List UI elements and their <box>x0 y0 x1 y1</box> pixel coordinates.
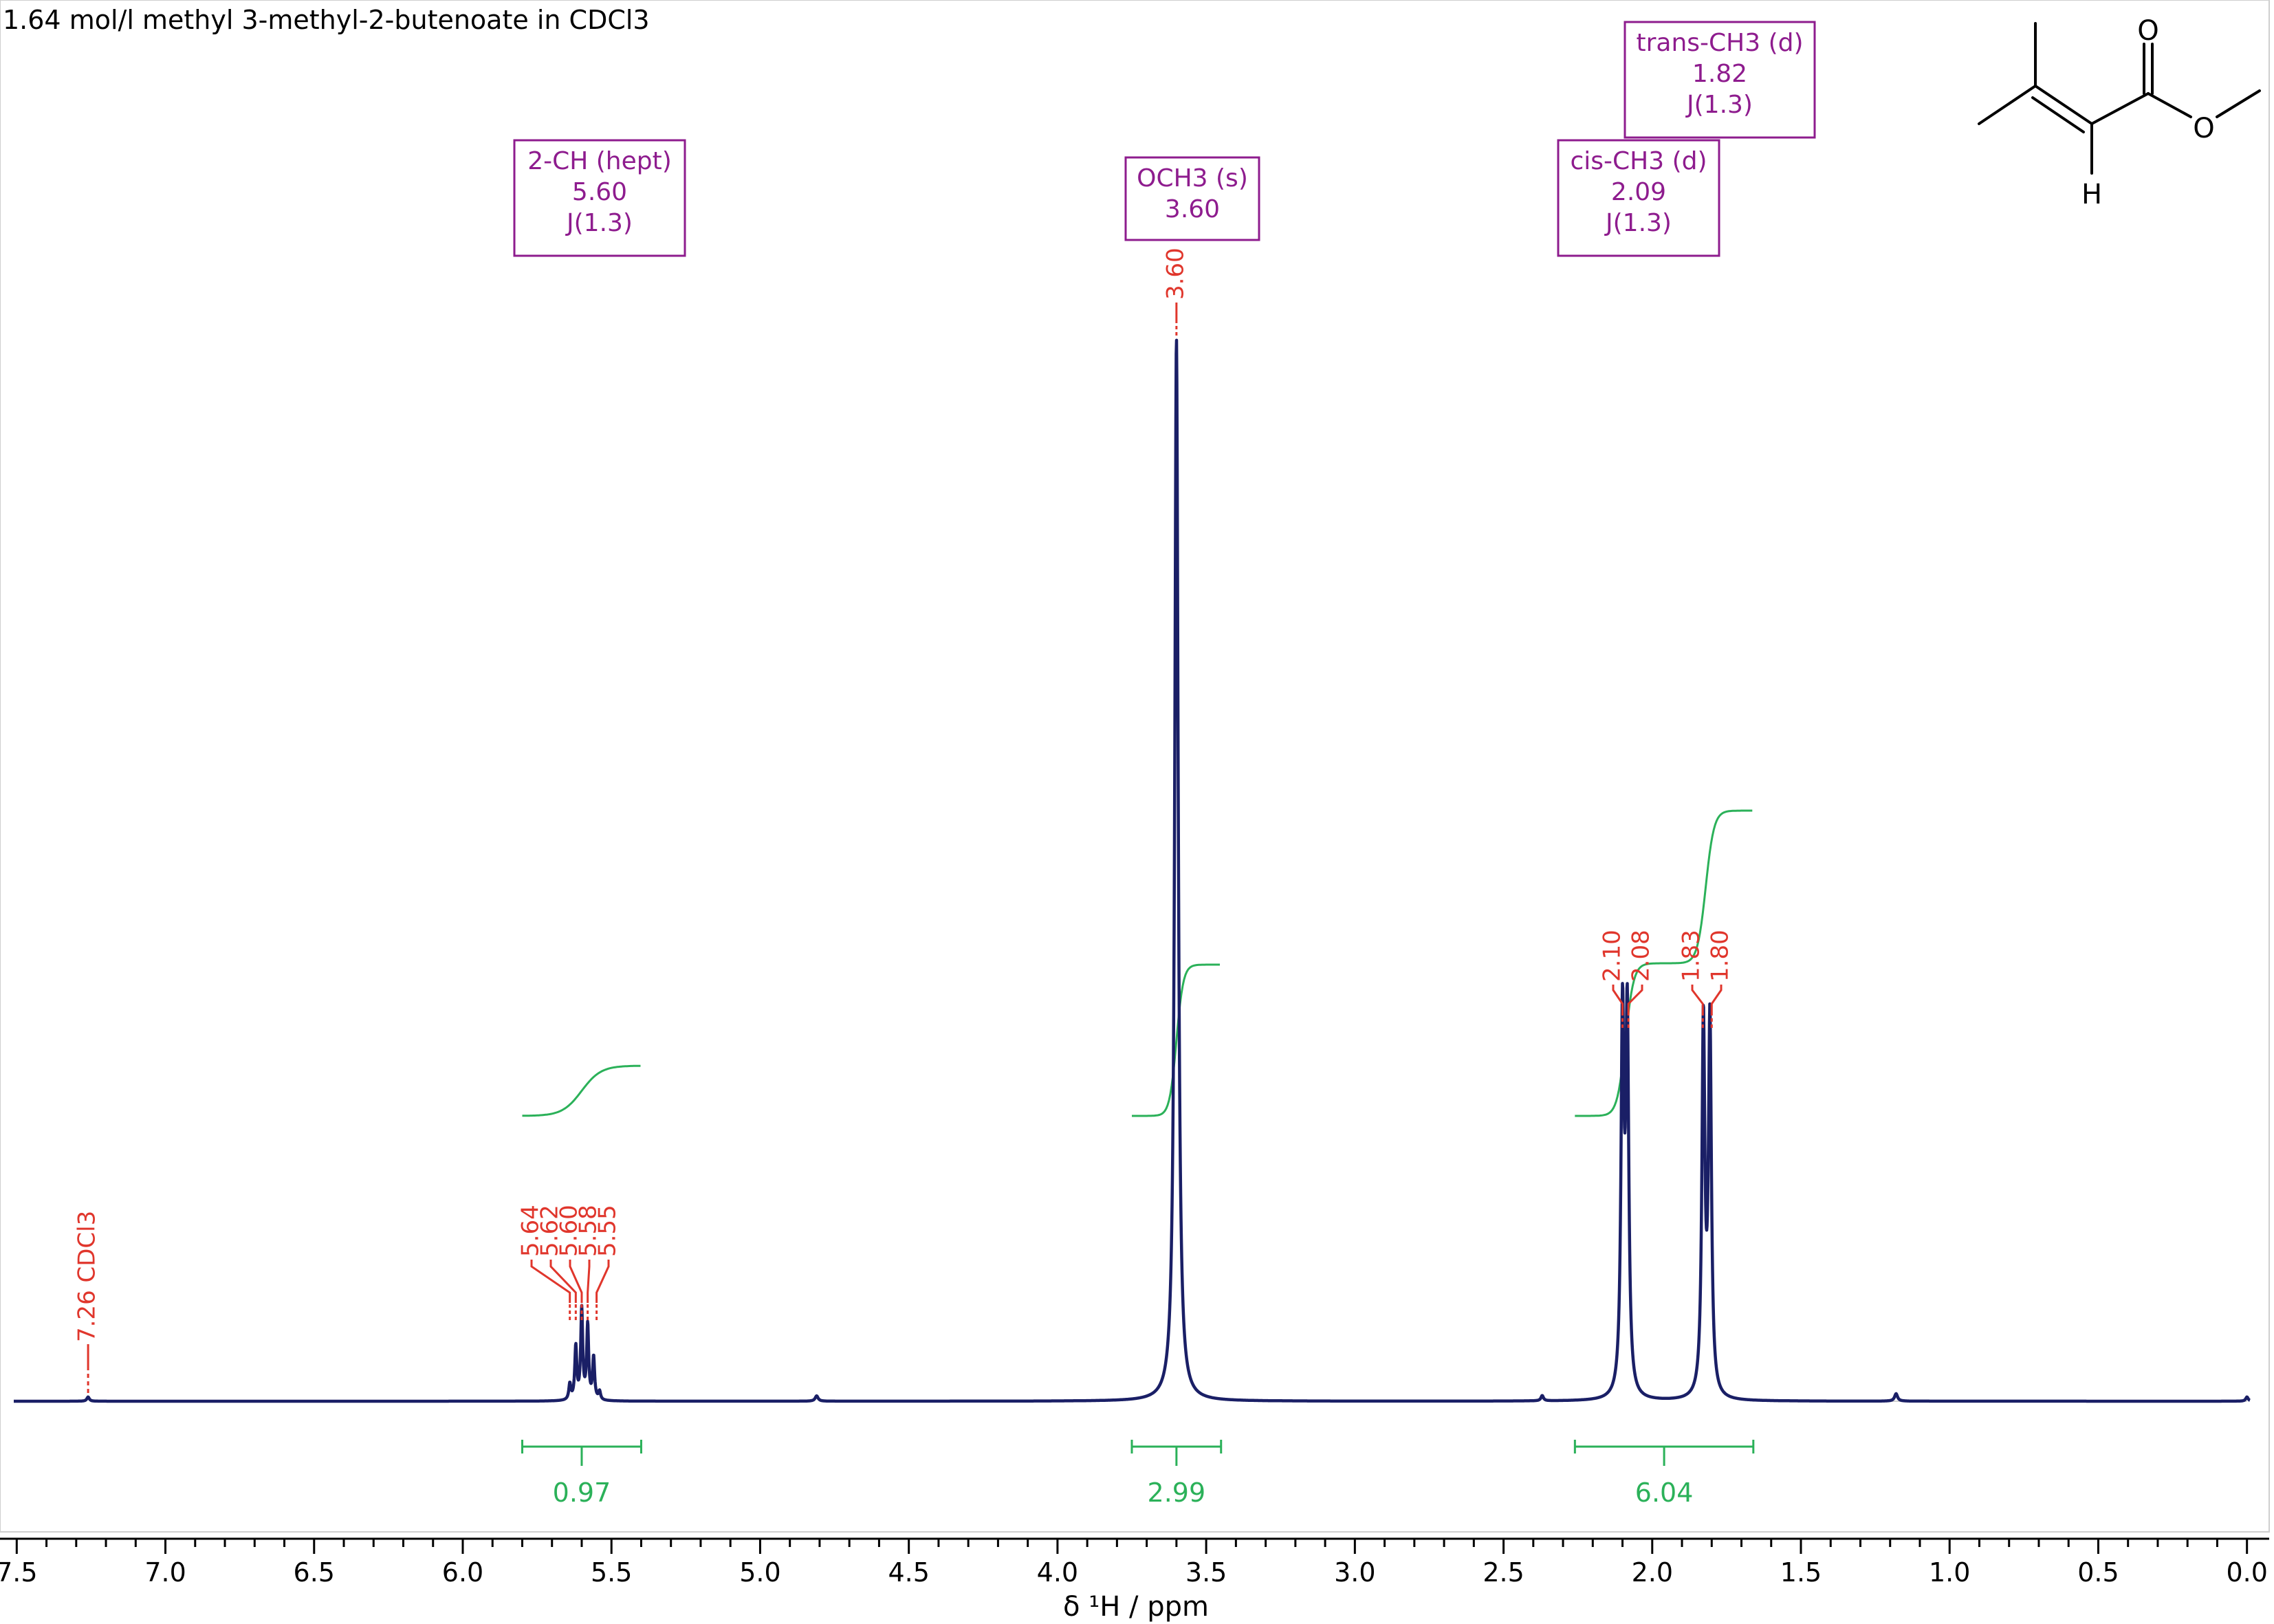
x-tick-label: 1.0 <box>1929 1557 1970 1588</box>
peak-marker <box>587 1260 591 1303</box>
annotation-text: OCH3 (s) <box>1137 164 1248 193</box>
peak-marker <box>569 1260 583 1303</box>
x-tick-label: 0.5 <box>2077 1557 2119 1588</box>
integral-value: 0.97 <box>553 1478 611 1508</box>
molecule-structure <box>1978 22 2261 175</box>
x-axis: 7.5 7.0 6.5 6.0 5.5 5.0 4.5 4.0 3.5 3.0 2.5 2.0 1.5 1… <box>0 1537 2269 1588</box>
integral-brackets: 0.97 2.99 6.04 <box>521 1440 1755 1508</box>
x-tick-label: 4.0 <box>1037 1557 1078 1588</box>
annotation-text: J(1.3) <box>565 209 633 237</box>
x-tick-label: 6.0 <box>442 1557 483 1588</box>
peak-label-3-60: 3.60 <box>1161 248 1189 300</box>
x-tick-label: 1.5 <box>1780 1557 1822 1588</box>
x-tick-label: 5.0 <box>739 1557 780 1588</box>
peak-annotations: 2-CH (hept) 5.60 J(1.3) OCH3 (s)3.60 cis-CH3… <box>513 21 1816 257</box>
bond <box>2090 92 2150 125</box>
integral-value: 2.99 <box>1148 1478 1206 1508</box>
peak-marker <box>1691 985 1704 1014</box>
annotation-text: cis-CH3 (d) <box>1570 147 1707 175</box>
peak-marker <box>549 1260 577 1303</box>
x-tick-label: 2.0 <box>1632 1557 1673 1588</box>
integral-curves <box>522 809 1753 1117</box>
annotation-text: 3.60 <box>1165 195 1220 223</box>
annotation-box <box>1557 139 1720 257</box>
oxygen-ester-label: O <box>2193 113 2214 144</box>
peak-label-5-55: 5.55 <box>594 1205 622 1257</box>
peak-marker <box>1627 985 1643 1014</box>
annotation-text: 2.09 <box>1611 178 1666 206</box>
annotation-text: 2-CH (hept) <box>527 147 672 175</box>
integral-value: 6.04 <box>1635 1478 1694 1508</box>
x-tick-label: 7.5 <box>0 1557 38 1588</box>
bond <box>2147 92 2192 118</box>
x-tick-label: 3.5 <box>1185 1557 1227 1588</box>
x-tick-label: 3.0 <box>1334 1557 1375 1588</box>
annotation-text: 5.60 <box>572 178 627 206</box>
bond <box>2216 89 2261 118</box>
peak-label-1-80: 1.80 <box>1707 930 1734 982</box>
peak-label-2-10: 2.10 <box>1599 930 1626 982</box>
double-bond <box>2031 96 2085 133</box>
peak-marker <box>530 1260 571 1303</box>
integral-curve-och3 <box>1132 963 1220 1117</box>
annotation-text: trans-CH3 (d) <box>1636 29 1803 57</box>
peak-label-5-64: 5.64 <box>517 1205 545 1257</box>
x-tick-label: 4.5 <box>888 1557 929 1588</box>
x-tick-label: 7.0 <box>144 1557 186 1588</box>
peak-label-2-08: 2.08 <box>1628 930 1655 982</box>
x-axis-label: δ ¹H / ppm <box>1063 1591 1209 1623</box>
x-tick-label: 6.5 <box>294 1557 335 1588</box>
chart-title: 1.64 mol/l methyl 3-methyl-2-butenoate i… <box>3 5 650 35</box>
x-tick-label: 5.5 <box>591 1557 632 1588</box>
peak-marker <box>1710 985 1723 1014</box>
integral-curve-2ch <box>522 1064 641 1117</box>
annotation-text: 1.82 <box>1692 60 1747 88</box>
annotation-box <box>513 139 686 257</box>
x-tick-label: 0.0 <box>2226 1557 2267 1588</box>
peak-marker <box>1612 985 1624 1014</box>
peak-marker <box>595 1260 610 1303</box>
plot-frame <box>0 0 2270 1533</box>
annotation-text: J(1.3) <box>1604 209 1672 237</box>
peak-labels: 7.26 CDCl3 5.645.625.605.585.55 3.60 2.10 2.… <box>74 248 1734 1393</box>
bond <box>1978 85 2037 125</box>
peak-label-5-58: 5.58 <box>575 1205 602 1257</box>
bond <box>2034 85 2093 125</box>
peak-label-1-83: 1.83 <box>1678 930 1705 982</box>
oxygen-carbonyl-label: O <box>2137 15 2158 47</box>
integral-curve-ch3 <box>1575 809 1753 1117</box>
x-tick-label: 2.5 <box>1483 1557 1524 1588</box>
annotation-box <box>1124 156 1260 241</box>
spectrum-trace <box>12 338 2251 1403</box>
hydrogen-label: H <box>2081 179 2102 210</box>
peak-label-5-62: 5.62 <box>536 1205 564 1257</box>
annotation-text: J(1.3) <box>1685 91 1753 119</box>
peak-label-5-6: 5.60 <box>556 1205 583 1257</box>
peak-label-7-26: 7.26 CDCl3 <box>74 1211 101 1342</box>
annotation-box <box>1623 21 1816 139</box>
